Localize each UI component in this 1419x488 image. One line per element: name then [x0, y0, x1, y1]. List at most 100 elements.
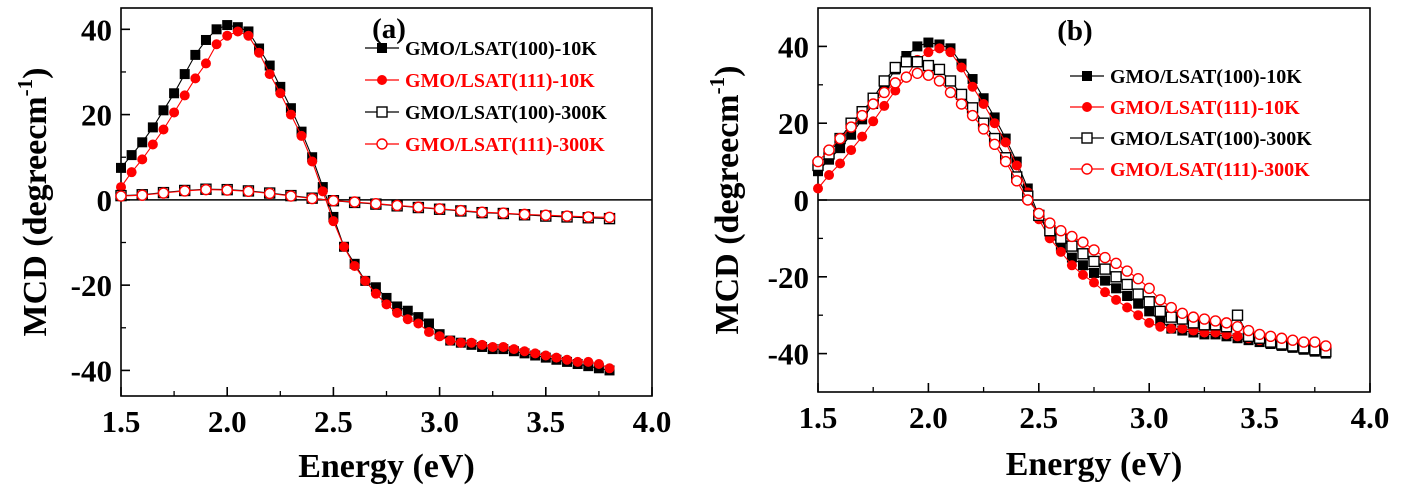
data-point [1088, 255, 1100, 268]
data-point [169, 107, 180, 118]
data-point [445, 335, 456, 346]
data-point [434, 331, 445, 342]
legend-entry: GMO/LSAT(100)-300K [405, 102, 607, 124]
data-point [466, 337, 477, 348]
data-point [912, 41, 923, 52]
data-point [1144, 306, 1155, 317]
y-tick-label: -40 [71, 353, 112, 388]
data-point [455, 204, 467, 217]
data-point [944, 75, 957, 87]
data-point [391, 199, 403, 212]
data-point [1100, 275, 1111, 286]
y-axis-title: MCD (degreecm-1) [705, 66, 746, 335]
data-point [1154, 305, 1166, 318]
data-point [381, 292, 392, 303]
data-point [1144, 317, 1155, 328]
data-point [901, 51, 912, 61]
x-tick-label: 2.5 [1019, 400, 1058, 435]
x-tick-label: 3.5 [1240, 400, 1279, 435]
legend-marker [377, 75, 387, 85]
data-point [593, 359, 604, 370]
data-point [1111, 283, 1122, 294]
data-point [1187, 311, 1200, 323]
data-point [551, 352, 562, 363]
data-point [275, 88, 286, 99]
y-tick-label: 0 [97, 183, 113, 218]
data-point [158, 124, 169, 135]
data-point [487, 341, 498, 352]
data-point [1121, 265, 1133, 277]
data-point [813, 166, 823, 177]
x-tick-label: 1.5 [799, 400, 838, 435]
data-point [413, 318, 424, 329]
data-point [835, 158, 846, 169]
data-point [604, 363, 615, 374]
chart-panel-b: 1.5 2.0 2.5 3.0 3.5 4.0 -40 -20 0 20 40 Energy (eV)… [705, 7, 1389, 483]
data-point [243, 30, 254, 41]
data-point [306, 192, 318, 205]
y-axis-title-superscript: -1 [13, 79, 37, 97]
data-point [922, 59, 935, 72]
data-point [583, 356, 594, 367]
data-point [1022, 194, 1034, 206]
data-point [222, 30, 233, 41]
y-axis-title-main: MCD (degreecm [17, 96, 54, 336]
data-point [1100, 287, 1111, 298]
data-point [966, 109, 979, 122]
data-point [846, 145, 857, 156]
data-point [285, 109, 296, 120]
data-point [1066, 240, 1078, 252]
data-point [879, 100, 890, 111]
data-point [508, 344, 519, 355]
data-point [1133, 298, 1144, 309]
data-point [1298, 336, 1310, 348]
data-point [1320, 340, 1332, 352]
data-point [1287, 334, 1299, 346]
data-point [1232, 331, 1243, 342]
legend-entry: GMO/LSAT(111)-10K [1110, 97, 1300, 119]
legend-entry: GMO/LSAT(100)-10K [405, 38, 597, 60]
data-point [433, 203, 446, 215]
data-point [1066, 230, 1078, 243]
y-axis-title-superscript: -1 [705, 77, 729, 95]
data-point [264, 69, 275, 80]
data-point [846, 129, 857, 140]
data-point [190, 49, 201, 60]
data-point [1110, 257, 1122, 270]
legend-marker [1082, 102, 1092, 112]
x-tick-label: 3.0 [420, 404, 459, 439]
data-point [275, 81, 286, 92]
data-point [934, 43, 945, 54]
data-point [845, 121, 857, 133]
data-point [1231, 321, 1244, 333]
data-point [349, 260, 360, 271]
data-point [423, 318, 434, 329]
x-tick-label: 1.5 [102, 404, 141, 439]
data-point [890, 85, 901, 96]
data-point [285, 190, 297, 202]
legend-entry: GMO/LSAT(100)-300K [1110, 128, 1312, 150]
legend-entry: GMO/LSAT(111)-300K [405, 134, 605, 156]
data-point [823, 144, 835, 156]
data-point [955, 98, 968, 110]
data-point [1165, 301, 1177, 314]
data-point [519, 346, 530, 357]
data-point [1110, 271, 1122, 283]
data-point [1055, 241, 1066, 252]
data-point [381, 299, 392, 310]
data-point [157, 187, 170, 199]
data-point [126, 150, 137, 161]
data-point [1133, 310, 1144, 321]
data-point [1011, 160, 1022, 171]
data-point [879, 81, 890, 92]
data-point [856, 109, 868, 122]
data-point [1165, 311, 1177, 323]
y-tick-label: 40 [81, 12, 112, 47]
data-point [242, 185, 255, 198]
y-axis-title-close: ) [17, 68, 54, 79]
y-tick-label: 20 [81, 98, 112, 133]
legend-entry: GMO/LSAT(111)-10K [405, 70, 595, 92]
data-point [126, 167, 137, 178]
data-point [360, 275, 371, 286]
data-point [1198, 313, 1211, 325]
